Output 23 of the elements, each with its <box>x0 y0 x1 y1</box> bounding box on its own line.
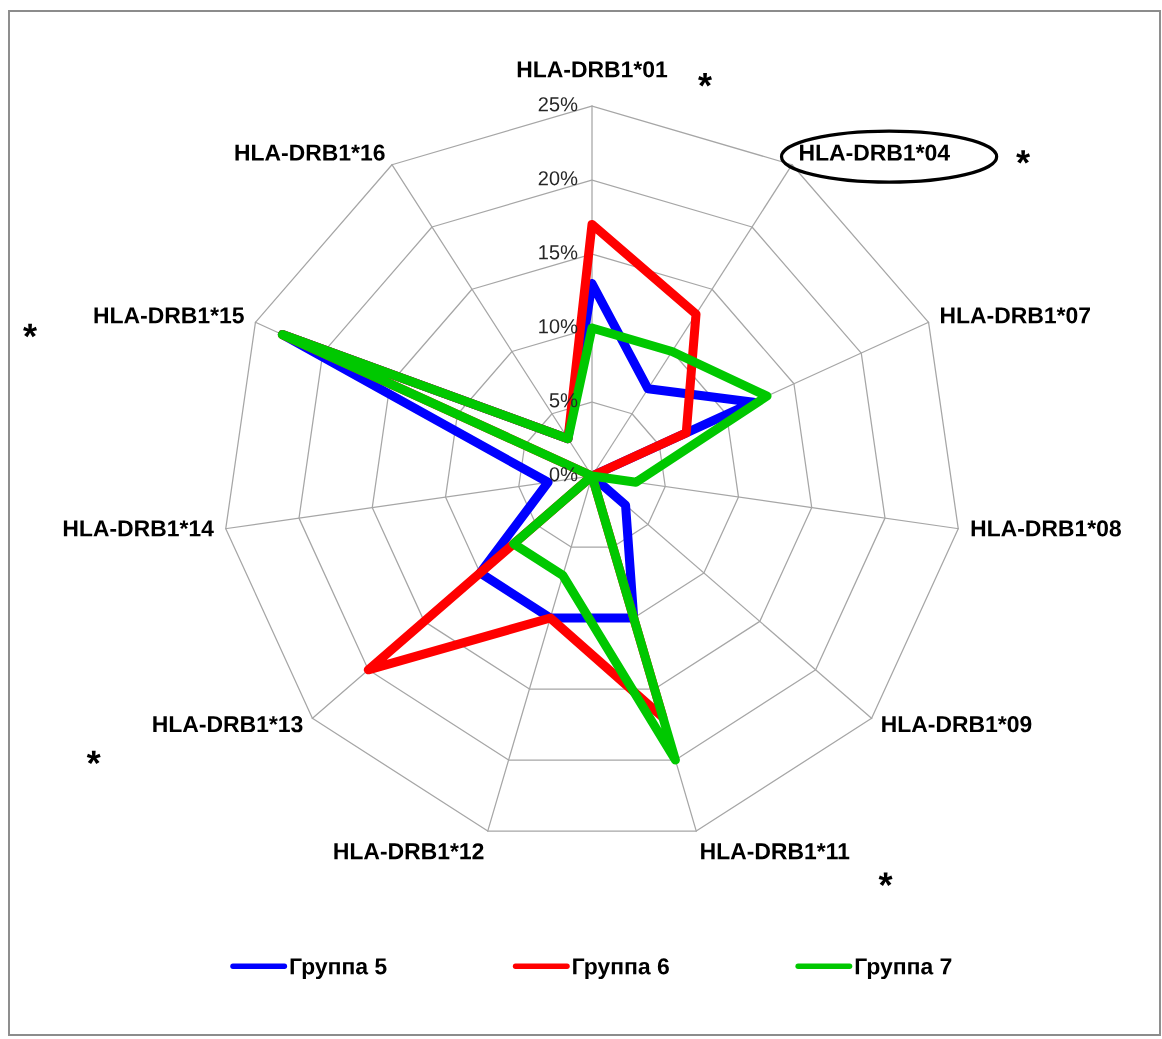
legend-label: Группа 7 <box>855 958 952 980</box>
text: * <box>878 872 893 886</box>
spoke-label: HLA-DRB1*12 <box>334 843 484 860</box>
text: * <box>23 323 38 338</box>
spoke-label: HLA-DRB1*08 <box>971 520 1121 537</box>
text: * <box>698 72 712 87</box>
y-tick-label: 0% <box>549 467 578 482</box>
spoke-label: HLA-DRB1*14 <box>63 520 214 537</box>
spoke-label: HLA-DRB1*13 <box>153 716 303 733</box>
spoke-label: HLA-DRB1*11 <box>701 843 850 860</box>
spoke-label: HLA-DRB1*01 <box>517 61 668 78</box>
y-tick-label: 15% <box>539 245 578 260</box>
y-tick-label: 20% <box>538 171 578 186</box>
legend-label: Группа 6 <box>573 958 669 980</box>
spoke-label: HLA-DRB1*15 <box>94 307 244 324</box>
legend-label: Группа 5 <box>290 958 387 980</box>
spoke-label: HLA-DRB1*16 <box>235 144 385 161</box>
text: * <box>1016 150 1031 164</box>
spoke-label: HLA-DRB1*09 <box>882 716 1032 733</box>
y-tick-label: 25% <box>538 97 578 112</box>
text: * <box>86 750 101 765</box>
spoke-label: HLA-DRB1*04 <box>800 144 950 161</box>
spoke-label: HLA-DRB1*07 <box>941 307 1090 324</box>
